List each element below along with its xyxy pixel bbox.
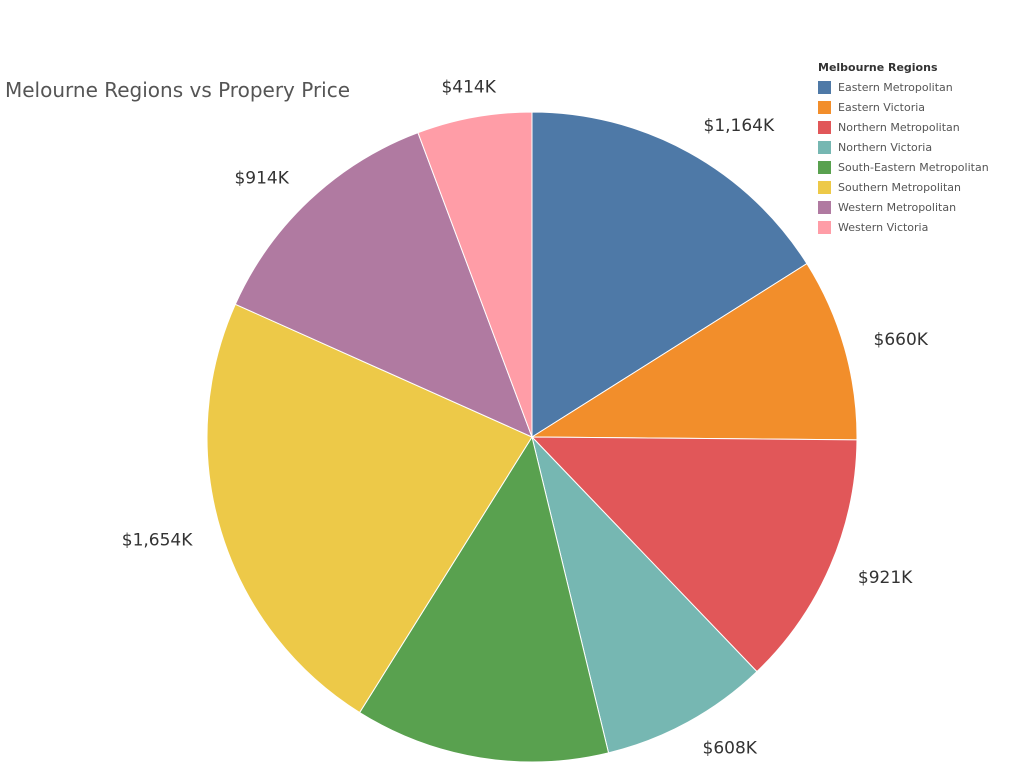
legend-label: Northern Metropolitan: [838, 120, 960, 134]
pie-slice-eastern-victoria: [530, 262, 858, 441]
pie-slice-northern-victoria: [531, 435, 758, 754]
legend-item[interactable]: Eastern Victoria: [818, 97, 989, 117]
legend-swatch: [818, 80, 831, 94]
legend-swatch: [818, 120, 831, 134]
slice-label: $608K: [703, 738, 758, 758]
legend-swatch: [818, 160, 831, 174]
pie-slice-eastern-metropolitan: [531, 111, 808, 438]
slice-label: $1,654K: [122, 530, 193, 550]
pie-slice-southern-metropolitan: [206, 303, 533, 714]
legend-swatch: [818, 140, 831, 154]
legend-swatch: [818, 100, 831, 114]
legend-item[interactable]: South-Eastern Metropolitan: [818, 157, 989, 177]
legend-title: Melbourne Regions: [818, 61, 938, 74]
slice-label: $921K: [858, 568, 913, 588]
legend-swatch: [818, 220, 831, 234]
legend-label: Southern Metropolitan: [838, 180, 961, 194]
slice-label: $914K: [234, 168, 289, 188]
legend-label: Western Metropolitan: [838, 200, 957, 214]
legend-label: South-Eastern Metropolitan: [838, 160, 989, 174]
slice-label: $414K: [441, 78, 496, 98]
legend-label: Eastern Metropolitan: [838, 80, 953, 94]
pie-slice-western-metropolitan: [234, 132, 533, 438]
legend-label: Eastern Victoria: [838, 100, 926, 114]
legend-label: Northern Victoria: [838, 140, 933, 154]
legend-item[interactable]: Northern Metropolitan: [818, 117, 989, 137]
pie-slice-western-victoria: [417, 111, 533, 438]
legend-label: Western Victoria: [838, 220, 929, 234]
chart-title: Melourne Regions vs Propery Price: [5, 78, 351, 102]
legend-item[interactable]: Southern Metropolitan: [818, 177, 989, 197]
legend-swatch: [818, 200, 831, 214]
pie-slice-northern-metropolitan: [530, 436, 858, 673]
legend-item[interactable]: Western Victoria: [818, 217, 989, 237]
legend-item[interactable]: Eastern Metropolitan: [818, 77, 989, 97]
legend-swatch: [818, 180, 831, 194]
slice-label: $1,164K: [704, 116, 775, 136]
pie-slice-south-eastern-metropolitan: [358, 435, 610, 763]
legend: Melbourne Regions Eastern Metropolitan Ea…: [818, 61, 989, 237]
slice-label: $660K: [874, 330, 929, 350]
legend-item[interactable]: Western Metropolitan: [818, 197, 989, 217]
legend-item[interactable]: Northern Victoria: [818, 137, 989, 157]
